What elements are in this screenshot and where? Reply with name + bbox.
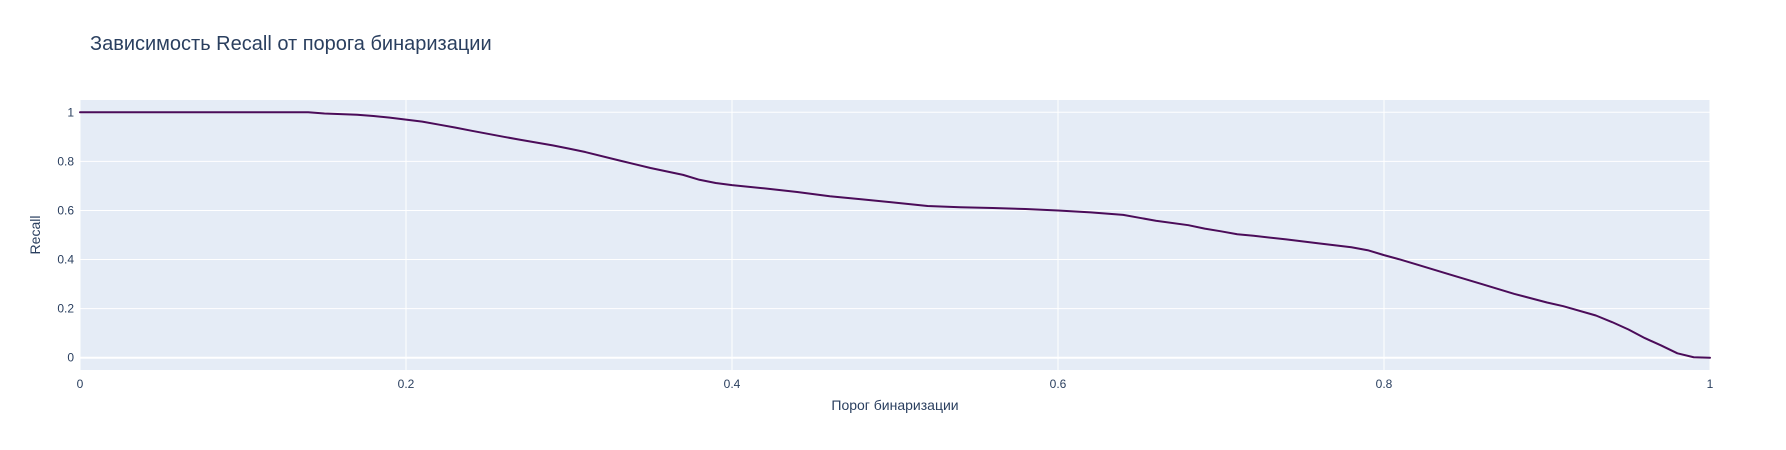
y-tick-label: 0.2 [57, 302, 74, 316]
plot-area [80, 100, 1710, 370]
series-layer [79, 111, 1711, 359]
x-tick-label: 0.2 [398, 377, 415, 391]
y-axis-title: Recall [27, 216, 43, 255]
y-tick-label: 0 [67, 351, 74, 365]
x-tick-label: 0.6 [1050, 377, 1067, 391]
x-tick-label: 0.4 [724, 377, 741, 391]
x-tick-label: 1 [1707, 377, 1714, 391]
grid-lines [79, 100, 1711, 370]
axis-tick-labels: 0 0.2 0.4 0.6 0.8 1 0 0.2 0.4 0.6 0.8 1 [57, 105, 1713, 391]
y-tick-label: 0.8 [57, 154, 74, 168]
y-tick-label: 1 [67, 105, 74, 119]
x-tick-label: 0.8 [1376, 377, 1393, 391]
recall-series-line [79, 111, 1711, 359]
y-tick-label: 0.6 [57, 203, 74, 217]
chart-title: Зависимость Recall от порога бинаризации [90, 33, 492, 55]
x-axis-title: Порог бинаризации [831, 397, 958, 413]
y-tick-label: 0.4 [57, 253, 74, 267]
x-tick-label: 0 [77, 377, 84, 391]
